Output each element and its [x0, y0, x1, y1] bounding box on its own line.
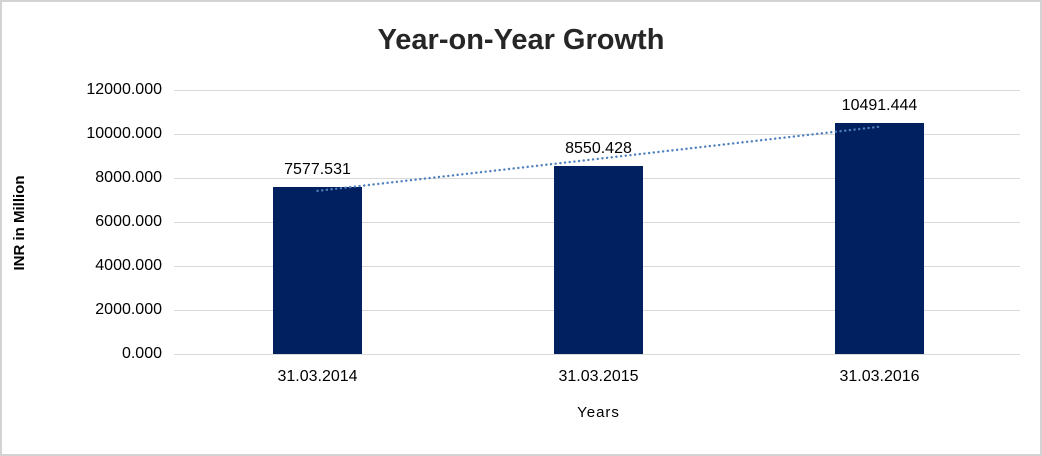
y-tick-label: 12000.000	[86, 81, 162, 98]
bar-31.03.2014	[273, 187, 362, 354]
gridline	[174, 90, 1020, 91]
gridline	[174, 354, 1020, 355]
bar-value-label: 10491.444	[841, 97, 918, 115]
x-tick-label: 31.03.2014	[277, 368, 358, 385]
y-tick-label: 8000.000	[95, 169, 162, 186]
y-tick-label: 0.000	[121, 345, 162, 362]
y-tick-label: 2000.000	[95, 301, 162, 318]
chart-title: Year-on-Year Growth	[377, 24, 665, 56]
x-tick-label: 31.03.2015	[558, 368, 639, 385]
x-tick-label: 31.03.2016	[839, 368, 920, 385]
y-tick-label: 4000.000	[95, 257, 162, 274]
bar-31.03.2015	[554, 165, 643, 354]
y-tick-label: 6000.000	[95, 213, 162, 230]
y-tick-label: 10000.000	[86, 125, 162, 142]
x-axis-title: Years	[577, 404, 620, 421]
